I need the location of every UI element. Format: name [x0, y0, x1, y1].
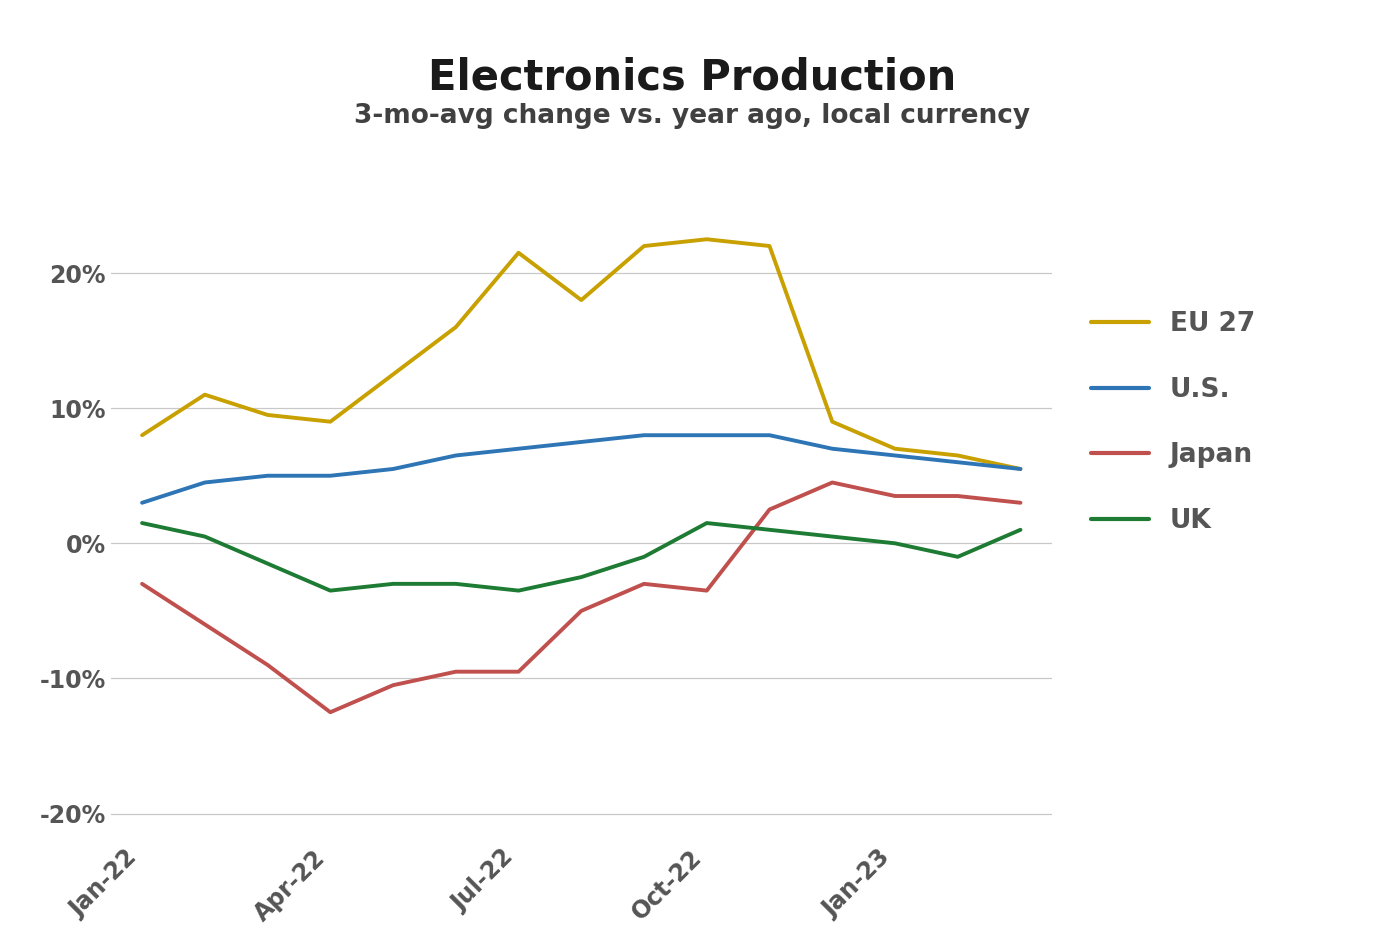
U.S.	[511, 443, 527, 454]
Japan	[385, 680, 401, 691]
Line: U.S.: U.S.	[143, 435, 1020, 502]
U.S.	[385, 463, 401, 474]
U.S.	[1012, 463, 1028, 474]
UK	[761, 524, 778, 535]
UK	[823, 531, 840, 542]
EU 27	[761, 240, 778, 251]
U.S.	[197, 477, 213, 488]
U.S.	[699, 430, 716, 441]
UK	[322, 585, 339, 596]
EU 27	[699, 234, 716, 245]
EU 27	[447, 321, 464, 333]
EU 27	[823, 416, 840, 427]
EU 27	[511, 248, 527, 259]
Text: Electronics Production: Electronics Production	[428, 56, 956, 98]
Japan	[949, 490, 966, 502]
UK	[385, 578, 401, 589]
Text: 3-mo-avg change vs. year ago, local currency: 3-mo-avg change vs. year ago, local curr…	[354, 103, 1030, 129]
UK	[259, 558, 275, 569]
UK	[949, 551, 966, 562]
UK	[511, 585, 527, 596]
UK	[134, 517, 151, 529]
Japan	[197, 619, 213, 630]
U.S.	[949, 457, 966, 468]
EU 27	[887, 443, 904, 454]
Legend: EU 27, U.S., Japan, UK: EU 27, U.S., Japan, UK	[1080, 301, 1265, 545]
Japan	[1012, 497, 1028, 508]
Japan	[573, 605, 590, 616]
U.S.	[761, 430, 778, 441]
EU 27	[134, 430, 151, 441]
Japan	[761, 504, 778, 516]
EU 27	[1012, 463, 1028, 474]
U.S.	[823, 443, 840, 454]
Line: EU 27: EU 27	[143, 239, 1020, 469]
EU 27	[259, 409, 275, 420]
Japan	[635, 578, 652, 589]
UK	[635, 551, 652, 562]
U.S.	[573, 436, 590, 447]
U.S.	[259, 470, 275, 481]
Japan	[322, 707, 339, 718]
Line: Japan: Japan	[143, 483, 1020, 713]
U.S.	[322, 470, 339, 481]
UK	[197, 531, 213, 542]
EU 27	[197, 389, 213, 401]
U.S.	[887, 450, 904, 461]
EU 27	[949, 450, 966, 461]
Japan	[823, 477, 840, 488]
UK	[887, 538, 904, 549]
UK	[573, 572, 590, 583]
Japan	[511, 666, 527, 677]
U.S.	[447, 450, 464, 461]
UK	[699, 517, 716, 529]
Japan	[447, 666, 464, 677]
EU 27	[573, 294, 590, 305]
EU 27	[322, 416, 339, 427]
Japan	[259, 659, 275, 671]
UK	[1012, 524, 1028, 535]
EU 27	[385, 369, 401, 380]
EU 27	[635, 240, 652, 251]
Japan	[887, 490, 904, 502]
UK	[447, 578, 464, 589]
U.S.	[635, 430, 652, 441]
Japan	[134, 578, 151, 589]
Line: UK: UK	[143, 523, 1020, 590]
Japan	[699, 585, 716, 596]
U.S.	[134, 497, 151, 508]
